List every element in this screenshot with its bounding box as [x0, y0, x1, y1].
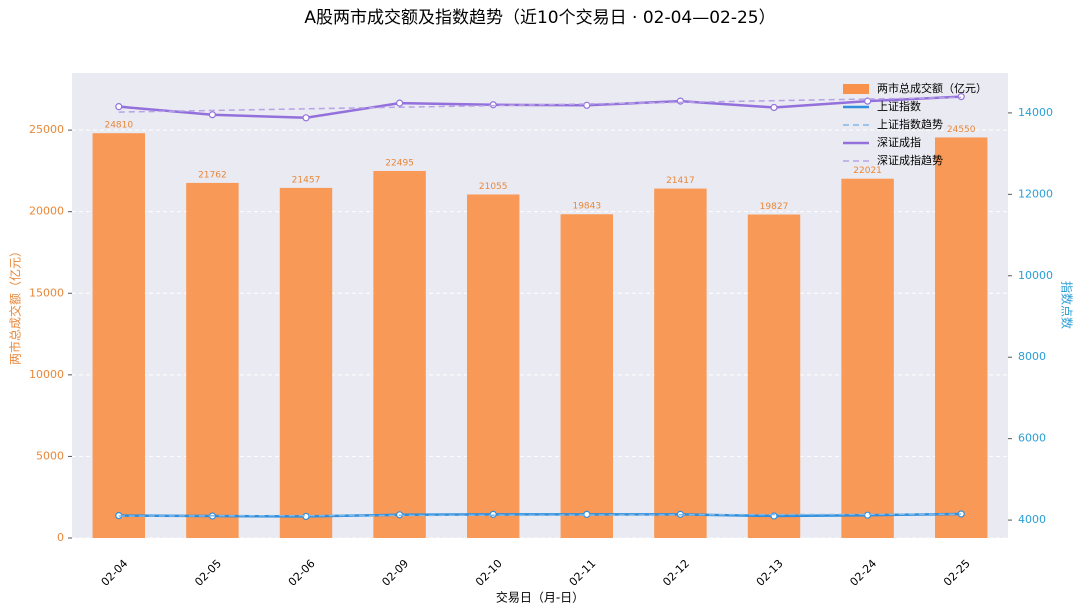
bar-value-label: 22495 [385, 158, 414, 168]
bar-value-label: 21055 [479, 182, 508, 192]
legend-label: 两市总成交额（亿元） [877, 81, 987, 95]
legend-label: 上证指数趋势 [877, 117, 943, 131]
x-tick-label: 02-13 [754, 557, 786, 589]
legend-label: 上证指数 [877, 99, 921, 113]
bar-value-label: 24810 [104, 121, 133, 131]
bar-value-label: 24550 [947, 125, 976, 135]
y2-axis-label: 指数点数 [1060, 281, 1075, 329]
legend-label: 深证成指趋势 [877, 153, 943, 167]
line-marker [115, 103, 123, 111]
y-tick-label: 25000 [29, 123, 64, 136]
line-marker [208, 111, 216, 119]
y-tick-label: 20000 [29, 205, 64, 218]
bar [560, 214, 614, 538]
y2-tick-label: 12000 [1018, 187, 1053, 200]
y-tick-label: 10000 [29, 368, 64, 381]
bar [186, 182, 239, 538]
line-marker [489, 510, 497, 518]
y-tick-label: 0 [57, 531, 64, 544]
x-tick-label: 02-10 [473, 557, 505, 589]
bar-value-label: 21457 [292, 175, 321, 185]
y2-tick-label: 14000 [1018, 106, 1053, 119]
bar-value-label: 19827 [760, 202, 789, 212]
y2-tick-label: 6000 [1018, 432, 1046, 445]
y2-tick-label: 10000 [1018, 269, 1053, 282]
line-marker [770, 103, 778, 112]
y2-tick-label: 4000 [1018, 513, 1046, 526]
line-marker [396, 99, 404, 107]
bar [747, 214, 801, 538]
bar [92, 133, 146, 538]
x-tick-label: 02-09 [379, 557, 411, 589]
x-tick-label: 02-04 [99, 557, 131, 589]
x-tick-label: 02-24 [847, 557, 879, 589]
x-tick-label: 02-06 [286, 557, 318, 589]
bar [654, 188, 707, 538]
y-axis-label: 两市总成交额（亿元） [8, 245, 23, 365]
legend-swatch [843, 84, 869, 94]
line-marker [489, 101, 497, 109]
line [118, 96, 962, 113]
y-tick-label: 5000 [36, 449, 64, 462]
x-tick-label: 02-25 [941, 557, 973, 589]
line-marker [957, 510, 965, 518]
line-marker [676, 97, 685, 105]
bar [373, 170, 426, 538]
line-marker [863, 511, 872, 519]
line [118, 513, 962, 517]
bar [279, 187, 333, 538]
line-marker [583, 101, 591, 109]
chart-title: A股两市成交额及指数趋势（近10个交易日 · 02-04—02-25） [304, 8, 775, 28]
bar-value-label: 19843 [572, 202, 601, 212]
bar-value-label: 21762 [198, 170, 227, 180]
x-tick-label: 02-11 [567, 557, 599, 589]
line-marker [302, 512, 310, 521]
x-tick-label: 02-12 [660, 557, 692, 589]
bar-value-label: 21417 [666, 176, 695, 186]
bar [466, 194, 520, 538]
bar-value-label: 22021 [853, 166, 882, 176]
y-tick-label: 15000 [29, 286, 64, 299]
bar [841, 178, 894, 538]
y2-tick-label: 8000 [1018, 350, 1046, 363]
line-marker [302, 114, 310, 122]
bar [934, 137, 988, 538]
x-axis-label: 交易日（月-日） [496, 590, 584, 605]
x-tick-label: 02-05 [192, 557, 224, 589]
legend-label: 深证成指 [877, 135, 921, 149]
